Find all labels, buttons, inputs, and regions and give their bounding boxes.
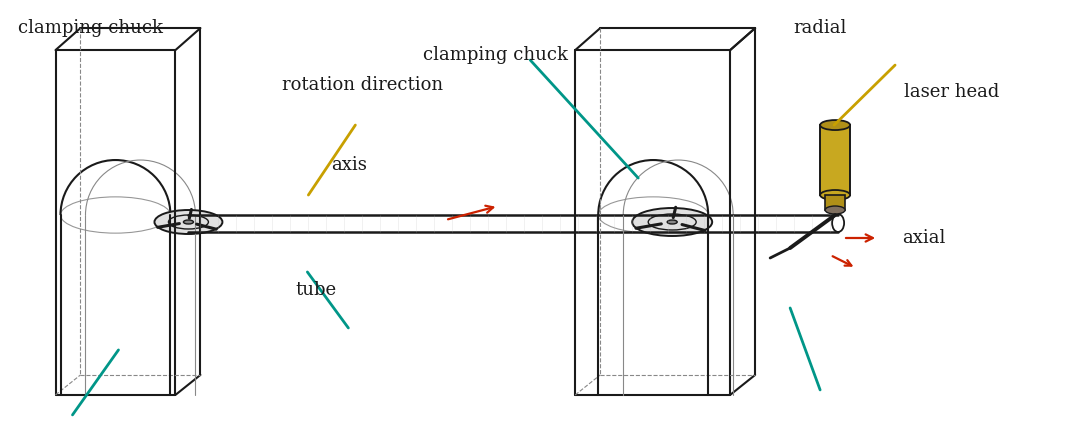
Text: clamping chuck: clamping chuck	[18, 19, 163, 37]
Bar	[826, 195, 845, 210]
Ellipse shape	[820, 120, 850, 130]
Text: axial: axial	[902, 229, 945, 247]
Text: rotation direction: rotation direction	[282, 76, 443, 94]
Ellipse shape	[155, 210, 222, 234]
Ellipse shape	[826, 206, 845, 214]
Ellipse shape	[820, 190, 850, 200]
Text: tube: tube	[296, 281, 336, 299]
Ellipse shape	[668, 220, 677, 224]
Ellipse shape	[632, 208, 712, 236]
Text: laser head: laser head	[905, 83, 1000, 101]
Bar	[820, 125, 850, 195]
Ellipse shape	[184, 220, 193, 224]
Text: axis: axis	[331, 156, 367, 174]
Text: radial: radial	[794, 19, 847, 37]
Text: clamping chuck: clamping chuck	[423, 46, 568, 64]
